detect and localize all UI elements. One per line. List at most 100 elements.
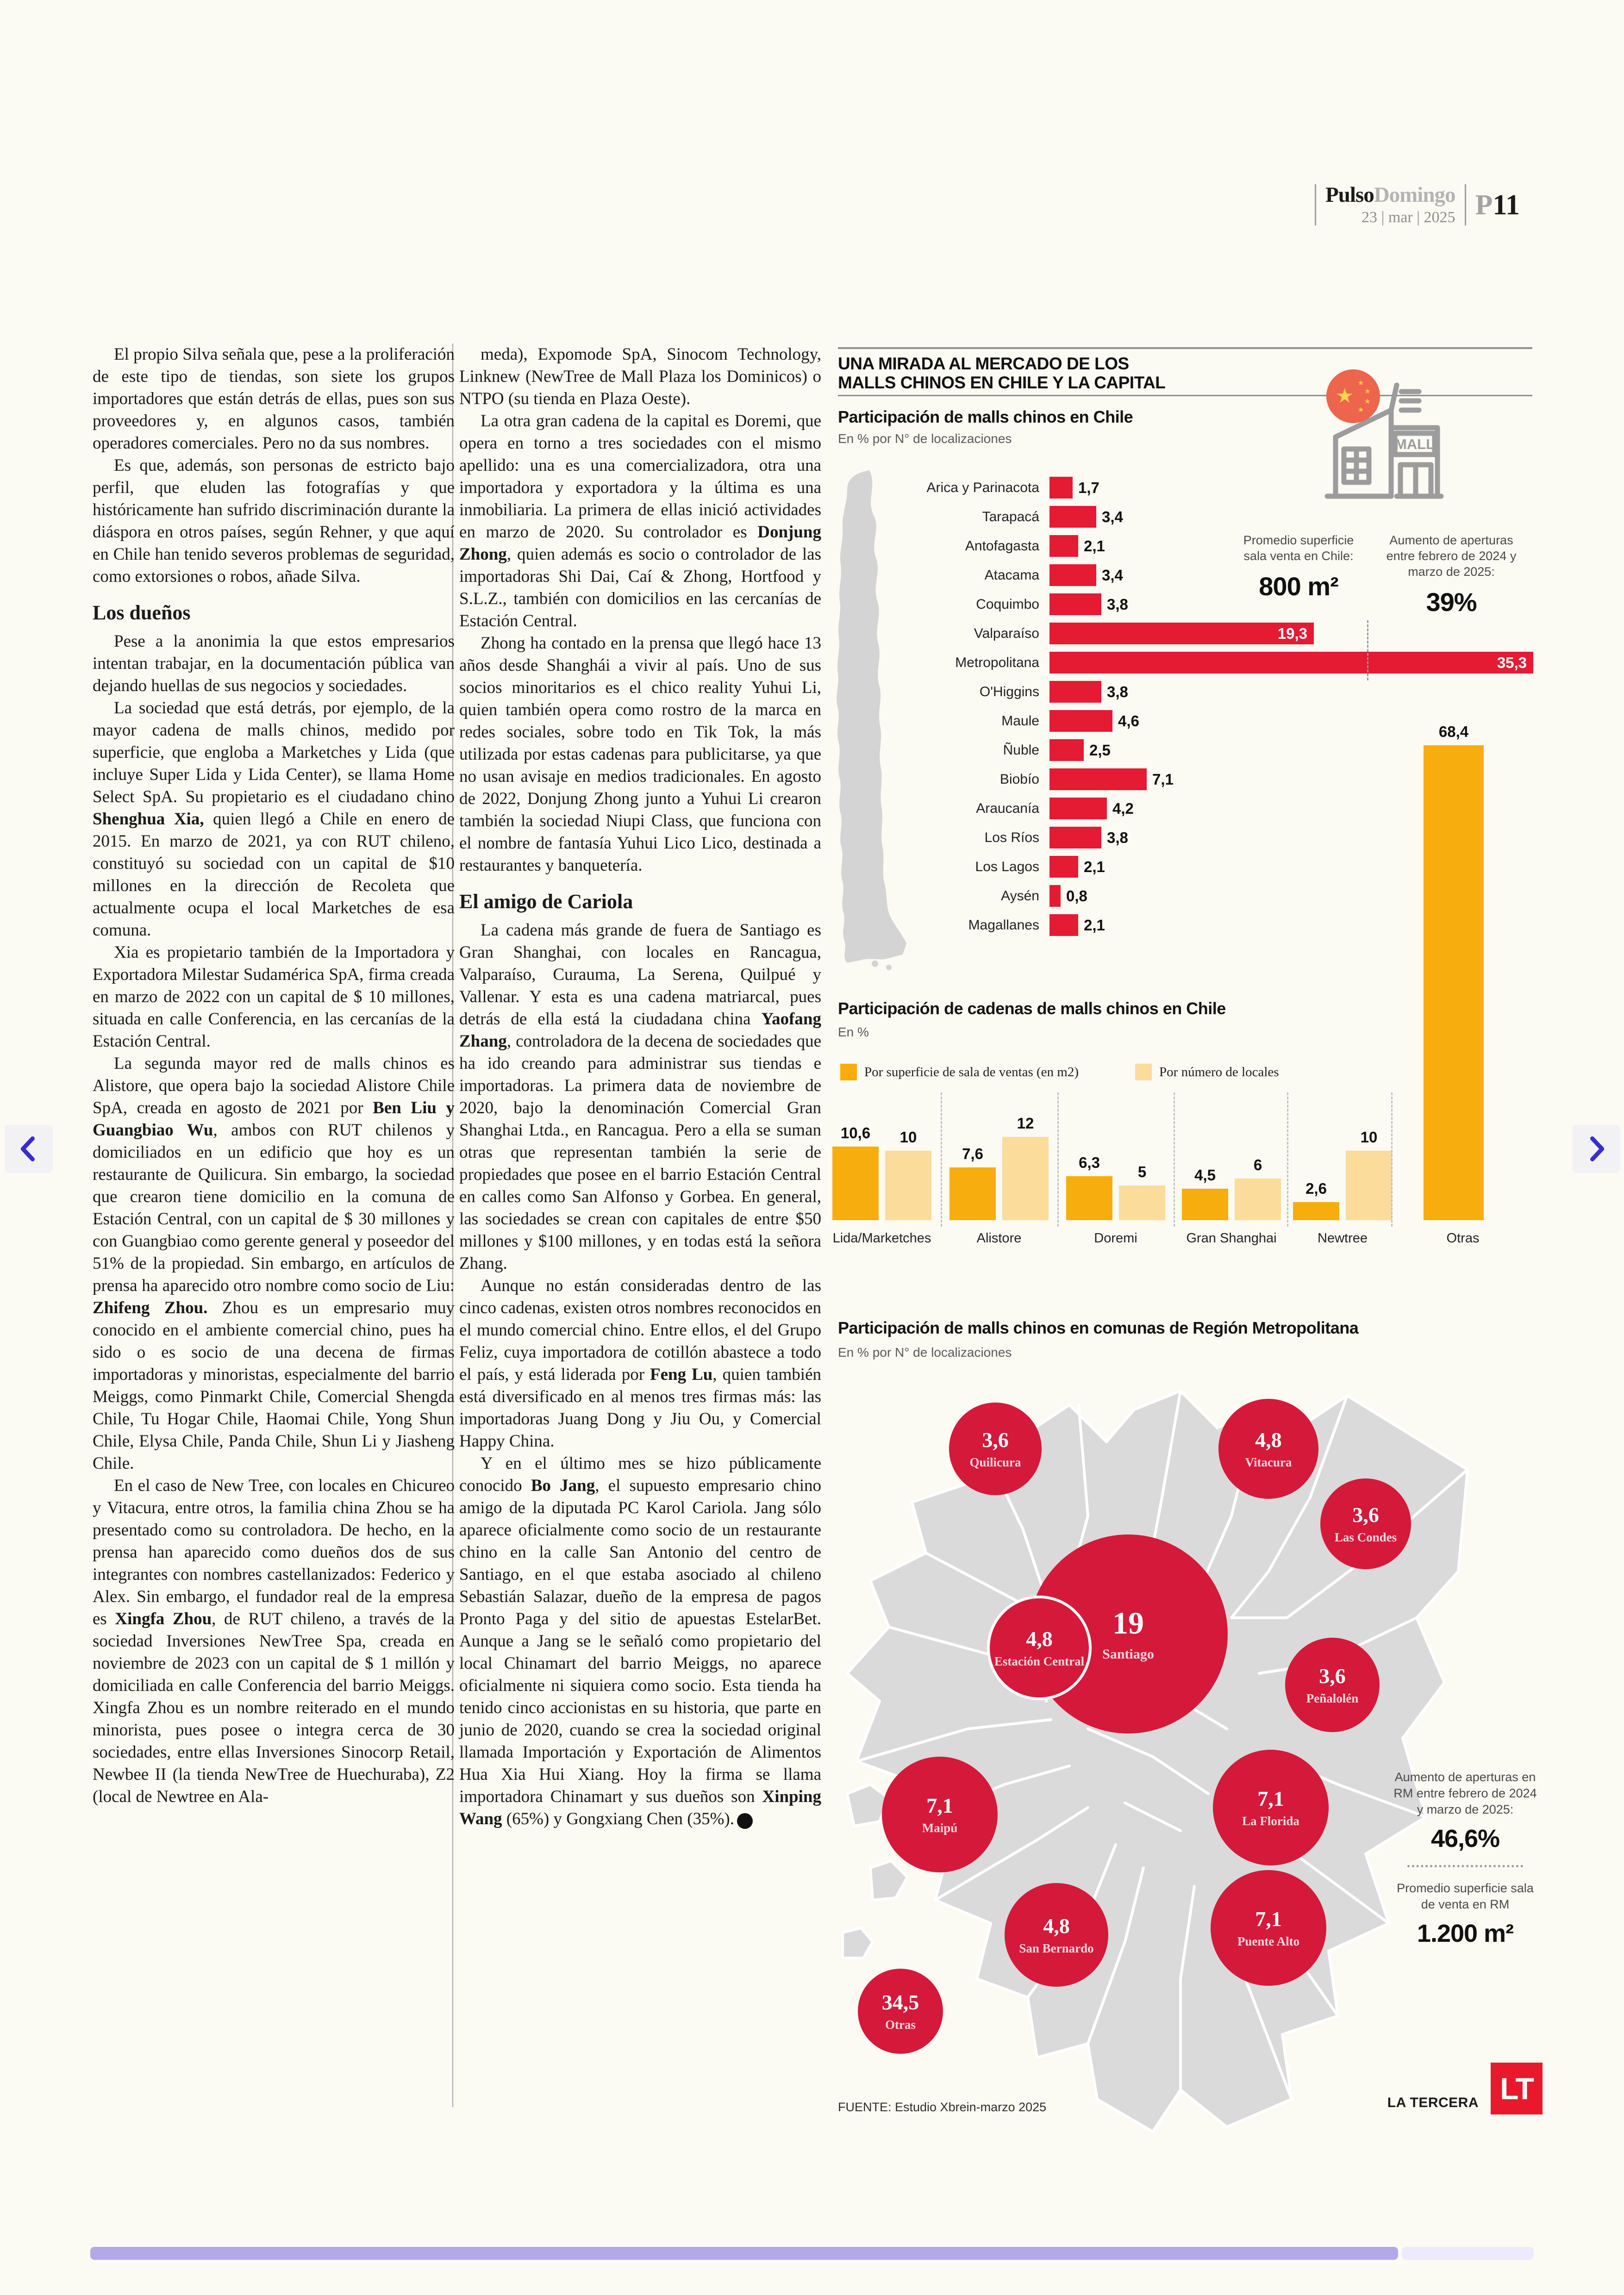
chart2-bar bbox=[1293, 1202, 1339, 1220]
chart1-row: Aysén 0,8 bbox=[838, 881, 1546, 911]
chart1-row: Atacama 3,4 bbox=[838, 561, 1546, 590]
bubble-value: 34,5 bbox=[881, 1990, 919, 2014]
article-paragraph: Y en el último mes se hizo públicamente … bbox=[459, 1454, 821, 1829]
flag-star: ★ bbox=[1358, 406, 1364, 414]
chevron-left-icon bbox=[20, 1136, 35, 1161]
next-page-button[interactable] bbox=[1572, 1125, 1620, 1173]
bubble-value: 7,1 bbox=[926, 1793, 953, 1817]
article-paragraph: En el caso de New Tree, con locales en C… bbox=[93, 1476, 455, 1807]
chart2-value: 6 bbox=[1253, 1156, 1262, 1173]
legend-label-locales: Por número de locales bbox=[1159, 1064, 1279, 1079]
chart1: Arica y Parinacota 1,7 Tarapacá 3,4 Antofaga… bbox=[838, 473, 1546, 940]
chart1-value: 3,4 bbox=[1102, 508, 1123, 525]
chart2-legend: Por superficie de sala de ventas (en m2)… bbox=[840, 1064, 1279, 1080]
chart1-region-label: Atacama bbox=[984, 567, 1039, 583]
chart1-row: Valparaíso 19,3 bbox=[838, 619, 1546, 648]
chart1-bar bbox=[1049, 798, 1107, 819]
chart1-row: Los Lagos 2,1 bbox=[838, 852, 1546, 881]
chart1-bar bbox=[1049, 768, 1147, 790]
map-title: Participación de malls chinos en comunas… bbox=[838, 1318, 1359, 1337]
chart1-bar bbox=[1049, 477, 1073, 499]
article-paragraph: Zhong ha contado en la prensa que llegó … bbox=[459, 634, 821, 875]
chart2-bar bbox=[1346, 1151, 1392, 1220]
chart1-row: Araucanía 4,2 bbox=[838, 794, 1546, 823]
page-num: 11 bbox=[1493, 189, 1520, 221]
bubble-name: Santiago bbox=[1102, 1646, 1154, 1662]
article-paragraph: La sociedad que está detrás, por ejemplo… bbox=[93, 698, 455, 940]
stat-value: 39% bbox=[1426, 587, 1477, 617]
chart2-bar bbox=[832, 1147, 879, 1220]
bubble-name: Estación Central bbox=[994, 1654, 1085, 1668]
chart1-row: Tarapacá 3,4 bbox=[838, 502, 1546, 531]
bubble-value: 7,1 bbox=[1255, 1907, 1282, 1931]
chart2-separator bbox=[1057, 1092, 1059, 1227]
legend-swatch-locales bbox=[1135, 1064, 1152, 1080]
chart1-region-label: Magallanes bbox=[968, 917, 1039, 933]
chart1-value: 3,4 bbox=[1102, 566, 1123, 584]
masthead-date: 23 | mar | 2025 bbox=[1362, 209, 1455, 226]
chart2-category-label: Doremi bbox=[1094, 1231, 1137, 1246]
chart1-bar bbox=[1049, 681, 1101, 703]
bubble-value: 3,6 bbox=[982, 1428, 1009, 1452]
stat-label: Promedio superficie sala venta en Chile: bbox=[1243, 533, 1354, 563]
chart2-category-label: Otras bbox=[1446, 1231, 1480, 1246]
stat-avg-surface-chile: Promedio superficie sala venta en Chile:… bbox=[1241, 532, 1356, 601]
chart1-region-label: Antofagasta bbox=[965, 538, 1039, 554]
china-flag-icon bbox=[1326, 369, 1380, 423]
infographic-top-rule bbox=[838, 347, 1532, 349]
map-bubble-quilicura: 3,6 Quilicura bbox=[949, 1403, 1042, 1495]
chart2-separator bbox=[1174, 1092, 1175, 1227]
infographic-mid-rule bbox=[838, 395, 1532, 396]
stat-label: Promedio superficie sala de venta en RM bbox=[1397, 1881, 1534, 1911]
stat-openings-chile: Aumento de aperturas entre febrero de 20… bbox=[1377, 532, 1525, 617]
chart1-region-label: O'Higgins bbox=[979, 684, 1039, 699]
chart1-bar bbox=[1049, 739, 1084, 761]
chart1-value: 2,5 bbox=[1089, 741, 1111, 759]
chart1-row: Ñuble 2,5 bbox=[838, 736, 1546, 765]
chart1-row: O'Higgins 3,8 bbox=[838, 677, 1546, 706]
masthead-divider bbox=[1464, 184, 1466, 225]
map-bubble-vitacura: 4,8 Vitacura bbox=[1218, 1399, 1318, 1499]
bubble-value: 4,8 bbox=[1043, 1914, 1070, 1938]
chart1-region-label: Aysén bbox=[1001, 888, 1039, 904]
chart1-value: 35,3 bbox=[1497, 654, 1527, 671]
chart2-separator bbox=[941, 1092, 942, 1227]
rm-stats: Aumento de aperturas en RM entre febrero… bbox=[1393, 1769, 1537, 1948]
dotted-divider bbox=[1407, 1865, 1523, 1867]
bubble-name: Otras bbox=[885, 2017, 916, 2032]
map-bubble-pe-alol-n: 3,6 Peñalolén bbox=[1285, 1638, 1380, 1732]
chart1-bar bbox=[1049, 856, 1078, 878]
masthead-brand: PulsoDomingo bbox=[1325, 184, 1455, 206]
stat-dashed-divider bbox=[1367, 620, 1368, 680]
map-subtitle: En % por N° de localizaciones bbox=[838, 1345, 1012, 1360]
source-note: FUENTE: Estudio Xbrein-marzo 2025 bbox=[838, 2100, 1047, 2114]
chart1-bar bbox=[1049, 710, 1112, 732]
chart1-row: Antofagasta 2,1 bbox=[838, 531, 1546, 561]
map-bubble-la-florida: 7,1 La Florida bbox=[1213, 1750, 1329, 1865]
chart2-value: 7,6 bbox=[962, 1145, 983, 1162]
chart2-value: 68,4 bbox=[1438, 723, 1469, 740]
chart1-region-label: Araucanía bbox=[976, 800, 1039, 816]
prev-page-button[interactable] bbox=[5, 1125, 53, 1173]
map-bubble-puente-alto: 7,1 Puente Alto bbox=[1211, 1870, 1326, 1986]
chart1-value: 3,8 bbox=[1107, 595, 1128, 613]
stat-value: 46,6% bbox=[1430, 1825, 1500, 1852]
chevron-right-icon bbox=[1590, 1136, 1605, 1161]
stat-value: 800 m² bbox=[1259, 572, 1338, 601]
bubble-value: 4,8 bbox=[1255, 1428, 1282, 1452]
chart1-value: 19,3 bbox=[1277, 624, 1307, 642]
chart1-region-label: Valparaíso bbox=[974, 625, 1039, 641]
chart1-row: Maule 4,6 bbox=[838, 706, 1546, 736]
chart2-bar bbox=[1235, 1179, 1281, 1220]
chart2-bar bbox=[1002, 1137, 1049, 1220]
horizontal-scrollbar[interactable] bbox=[90, 2247, 1398, 2260]
bubble-name: Quilicura bbox=[969, 1455, 1021, 1469]
article-paragraph: La cadena más grande de fuera de Santiag… bbox=[459, 921, 821, 1273]
legend-label-surface: Por superficie de sala de ventas (en m2) bbox=[864, 1064, 1079, 1079]
page-prefix: P bbox=[1475, 189, 1493, 221]
bubble-name: Maipú bbox=[922, 1821, 958, 1835]
map-bubble-maip-: 7,1 Maipú bbox=[882, 1757, 998, 1872]
section-heading: El amigo de Cariola bbox=[459, 890, 633, 913]
rm-map: 3,6 Quilicura 4,8 Vitacura 3,6 Las Condes 19 Sa… bbox=[829, 1377, 1477, 2141]
